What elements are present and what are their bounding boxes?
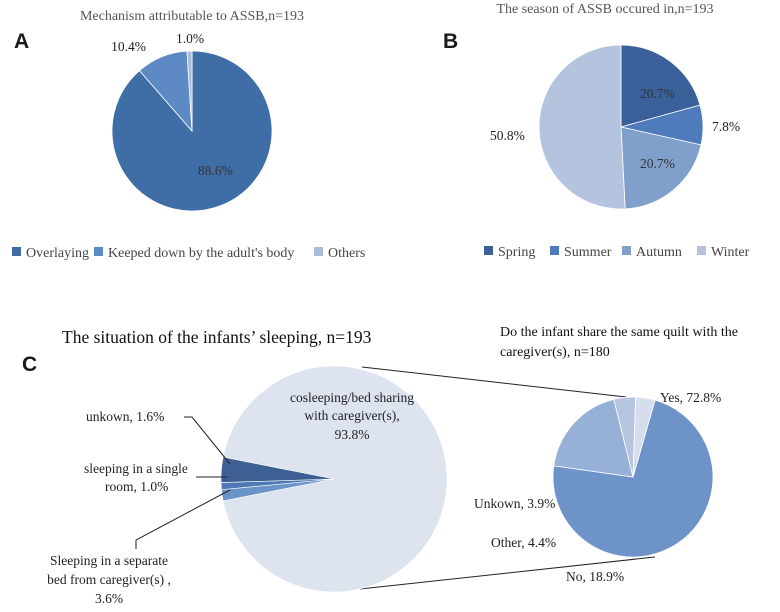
panel-b-data-label-winter: 50.8%	[490, 128, 525, 143]
panel-b-title: The season of ASSB occured in,n=193	[496, 2, 713, 17]
panel-c-detail-label-unkown: Unkown, 3.9%	[474, 496, 555, 511]
panel-c-letter: C	[22, 353, 37, 376]
panel-c-detail-label-other: Other, 4.4%	[491, 535, 556, 550]
panel-b-legend-label-autumn: Autumn	[636, 245, 682, 260]
panel-a-data-label-keeped-down: 10.4%	[111, 39, 146, 54]
panel-c-leader-separate-bed	[135, 489, 231, 549]
panel-a-legend-label-overlaying: Overlaying	[26, 246, 89, 261]
panel-b-legend-label-winter: Winter	[711, 245, 750, 260]
panel-b-pie: 20.7% 7.8% 20.7% 50.8%	[490, 44, 740, 210]
panel-b-data-label-summer: 7.8%	[712, 119, 740, 134]
panel-c-detail-slice-no	[553, 398, 634, 478]
panel-c-detail-label-no: No, 18.9%	[566, 569, 624, 584]
panel-b-slice-autumn	[620, 126, 702, 210]
panel-a-legend-label-keeped-down-by-the-adult-s-body: Keeped down by the adult's body	[108, 246, 294, 261]
panel-a-legend-swatch-keeped-down-by-the-adult-s-body	[94, 247, 103, 256]
panel-c-labels: unkown, 1.6% sleeping in a single room, 1.…	[47, 390, 721, 606]
panel-c-label-single-room-line-2: room, 1.0%	[105, 479, 168, 494]
panel-a-legend: Overlaying Keeped down by the adult's bod…	[12, 246, 365, 261]
panel-c-label-cosleeping-line-1: cosleeping/bed sharing	[290, 390, 414, 405]
panel-b-slice-winter	[538, 44, 626, 210]
panel-c-pie: cosleeping/bed sharing with caregiver(s),…	[220, 365, 448, 593]
panel-a-legend-swatch-overlaying	[12, 247, 21, 256]
panel-b-legend-swatch-autumn	[622, 246, 631, 255]
panel-a-slice-others	[186, 50, 193, 132]
panel-b-legend-label-spring: Spring	[498, 245, 535, 260]
panel-c-title: The situation of the infants’ sleeping, …	[62, 327, 372, 347]
panel-b-letter: B	[443, 30, 458, 53]
panel-c-detail-slice-yes	[552, 399, 714, 558]
panel-b-legend: Spring Summer Autumn Winter	[484, 245, 750, 260]
panel-c-label-separate-bed-line-1: Sleeping in a separate	[50, 553, 168, 568]
panel-b-legend-swatch-summer	[550, 246, 559, 255]
panel-c-label-unkown: unkown, 1.6%	[86, 409, 164, 424]
panel-b-data-label-autumn: 20.7%	[640, 156, 675, 171]
panel-a-data-label-overlaying: 88.6%	[198, 163, 233, 178]
panel-a-pie: 88.6% 10.4% 1.0%	[111, 31, 273, 212]
panel-a-data-label-others: 1.0%	[176, 31, 204, 46]
panel-c-detail-title-line-1: Do the infant share the same quilt with …	[500, 325, 738, 340]
panel-c-label-single-room-line-1: sleeping in a single	[84, 461, 188, 476]
panel-c-detail-title-line-2: caregiver(s), n=180	[500, 345, 610, 360]
panel-b-legend-label-summer: Summer	[564, 245, 612, 260]
panel-c-label-separate-bed-line-3: 3.6%	[95, 591, 123, 606]
panel-c-label-cosleeping-line-2: with caregiver(s),	[304, 408, 399, 423]
panel-b-data-label-spring: 20.7%	[640, 86, 675, 101]
panel-c-leader-unkown	[184, 416, 231, 465]
panel-c-connector-lines	[359, 366, 656, 590]
panel-a-legend-swatch-others	[314, 247, 323, 256]
panel-a-letter: A	[14, 30, 29, 53]
panel-c-detail-label-yes: Yes, 72.8%	[660, 390, 721, 405]
panel-c-detail-pie	[552, 396, 714, 558]
panel-c-slice-sleeping-in-a-separate-bed-from-caregiver-s	[220, 456, 335, 483]
connector-line-top	[361, 366, 627, 398]
panel-c-label-separate-bed-line-2: bed from caregiver(s) ,	[47, 572, 171, 587]
panel-a-title: Mechanism attributable to ASSB,n=193	[80, 9, 304, 24]
panel-c-detail-slice-unkown	[632, 396, 656, 478]
panel-c-label-cosleeping-line-3: 93.8%	[335, 427, 370, 442]
connector-line-bottom	[359, 556, 656, 590]
panel-b-slice-spring	[620, 44, 701, 128]
panel-b-legend-swatch-winter	[697, 246, 706, 255]
panel-a-legend-label-others: Others	[328, 246, 365, 261]
panel-c-slice-cosleeping-bed-sharing-with-caregiver-s	[222, 365, 448, 593]
panel-b-legend-swatch-spring	[484, 246, 493, 255]
